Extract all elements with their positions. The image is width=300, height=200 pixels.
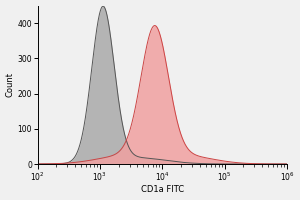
Y-axis label: Count: Count bbox=[6, 72, 15, 97]
X-axis label: CD1a FITC: CD1a FITC bbox=[141, 185, 184, 194]
